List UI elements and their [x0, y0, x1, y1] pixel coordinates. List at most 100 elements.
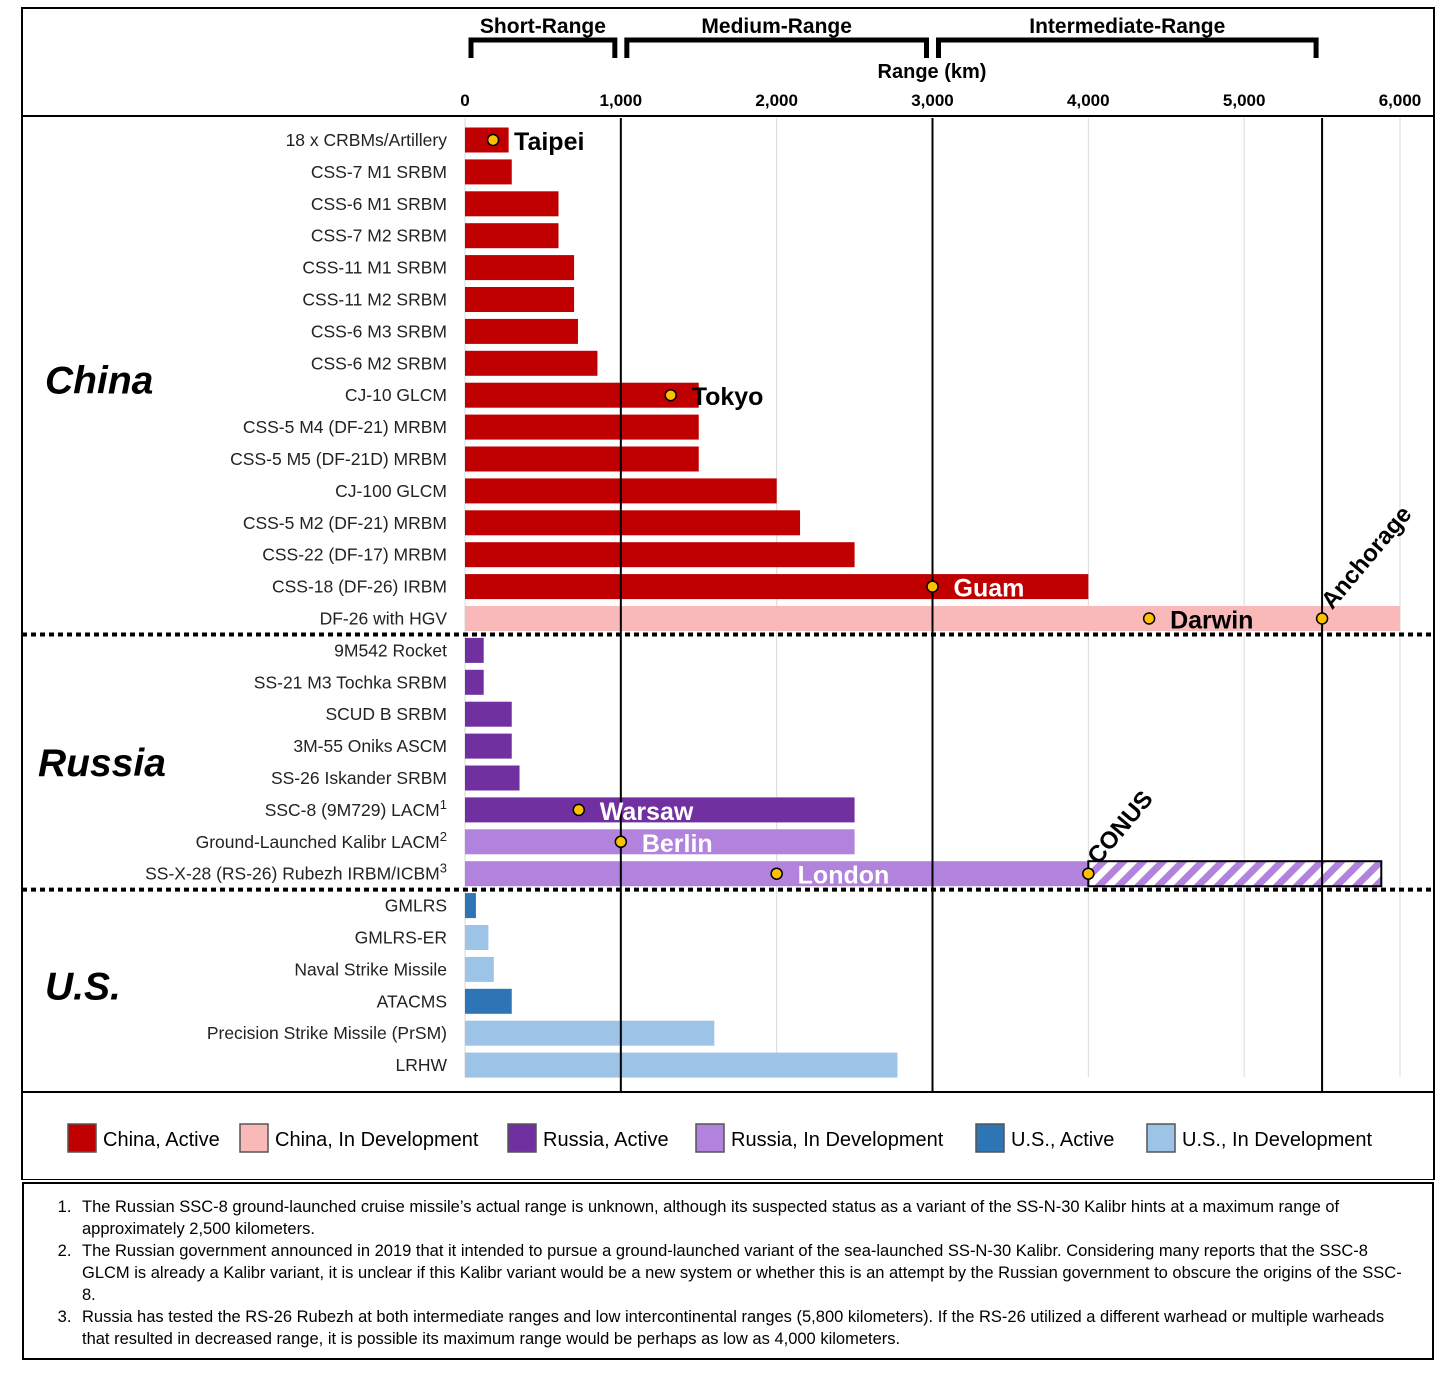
bar-label: CSS-6 M1 SRBM — [311, 194, 447, 214]
city-marker — [926, 580, 939, 593]
bar — [465, 733, 512, 759]
bar — [465, 829, 855, 855]
missile-range-chart: Short-Range Medium-Range Intermediate-Rang… — [21, 7, 1435, 1180]
bar-label: CSS-11 M2 SRBM — [302, 290, 447, 310]
bar — [465, 1020, 715, 1046]
bar — [465, 797, 855, 823]
bar-label: SS-21 M3 Tochka SRBM — [254, 672, 447, 692]
bar-label: CSS-5 M4 (DF-21) MRBM — [243, 417, 447, 437]
legend-label: China, Active — [103, 1129, 220, 1151]
bar-label: CSS-22 (DF-17) MRBM — [262, 545, 447, 565]
x-axis-title: Range (km) — [878, 61, 987, 83]
bar-label: CJ-100 GLCM — [335, 481, 447, 501]
bar-label: SS-X-28 (RS-26) Rubezh IRBM/ICBM3 — [145, 861, 447, 884]
bar-label: CSS-6 M3 SRBM — [311, 321, 447, 341]
city-label: Guam — [954, 575, 1025, 603]
bar — [465, 287, 575, 312]
bar — [465, 637, 484, 663]
bar-label: SS-26 Iskander SRBM — [271, 768, 447, 788]
group-label: Russia — [38, 742, 166, 785]
x-tick-label: 1,000 — [600, 91, 643, 110]
bar — [465, 1052, 898, 1078]
legend-swatch — [1146, 1123, 1176, 1153]
bar-label: CJ-10 GLCM — [345, 385, 447, 405]
bar-label: CSS-7 M1 SRBM — [311, 162, 447, 182]
bar-label: CSS-11 M1 SRBM — [302, 258, 447, 278]
city-label: CONUS — [1082, 786, 1158, 870]
bar-label: CSS-6 M2 SRBM — [311, 353, 447, 373]
bar — [465, 382, 699, 408]
range-band-bracket — [624, 37, 929, 58]
bar-label: Precision Strike Missile (PrSM) — [207, 1023, 447, 1043]
bar-extension — [1087, 860, 1383, 888]
x-tick-label: 5,000 — [1223, 91, 1266, 110]
footnote-2: The Russian government announced in 2019… — [76, 1240, 1412, 1306]
city-label: Tokyo — [692, 383, 764, 411]
footnotes: The Russian SSC-8 ground-launched cruise… — [22, 1182, 1434, 1360]
bar — [465, 669, 484, 695]
city-label: London — [798, 862, 890, 890]
city-marker — [770, 867, 783, 880]
legend-swatch — [239, 1123, 269, 1153]
bar — [465, 956, 494, 982]
bar-label: CSS-5 M5 (DF-21D) MRBM — [230, 449, 447, 469]
bar — [465, 893, 476, 919]
x-tick-label: 4,000 — [1067, 91, 1110, 110]
bar — [465, 574, 1089, 600]
bar — [465, 414, 699, 440]
city-label: Taipei — [514, 128, 584, 156]
x-tick-label: 3,000 — [911, 91, 954, 110]
bar — [465, 988, 512, 1014]
bar-label: GMLRS-ER — [355, 928, 447, 948]
legend-label: China, In Development — [275, 1129, 479, 1151]
legend-swatch — [507, 1123, 537, 1153]
bar — [465, 542, 855, 568]
bar — [465, 255, 575, 281]
legend-swatch — [695, 1123, 725, 1153]
bar — [465, 318, 578, 344]
range-band-bracket — [936, 37, 1319, 58]
range-band-label: Short-Range — [480, 15, 606, 38]
range-band-label: Intermediate-Range — [1029, 15, 1225, 38]
group-label: U.S. — [45, 965, 121, 1008]
footnote-ref: 3 — [440, 861, 447, 876]
footnote-3: Russia has tested the RS-26 Rubezh at bo… — [76, 1306, 1412, 1350]
city-marker — [486, 133, 500, 147]
city-marker — [1142, 612, 1156, 625]
city-marker — [572, 803, 586, 817]
footnote-ref: 2 — [440, 829, 447, 844]
city-label: Darwin — [1170, 607, 1253, 635]
city-label: Berlin — [642, 830, 713, 858]
bar-label: LRHW — [395, 1055, 447, 1075]
range-band-bracket — [468, 37, 618, 58]
bar — [465, 223, 559, 249]
bar — [465, 510, 801, 536]
bar-label: CSS-18 (DF-26) IRBM — [272, 577, 447, 597]
bar — [465, 701, 512, 727]
city-label: Anchorage — [1316, 501, 1417, 614]
city-marker — [1082, 867, 1095, 880]
legend-label: U.S., Active — [1011, 1129, 1114, 1151]
bar — [465, 765, 520, 791]
x-tick-label: 2,000 — [755, 91, 798, 110]
bar-label: CSS-5 M2 (DF-21) MRBM — [243, 513, 447, 533]
bar-label: 3M-55 Oniks ASCM — [293, 736, 447, 756]
legend-swatch — [67, 1123, 97, 1153]
bar-label: SSC-8 (9M729) LACM1 — [265, 797, 447, 820]
footnote-1: The Russian SSC-8 ground-launched cruise… — [76, 1196, 1412, 1240]
bar — [465, 446, 699, 472]
bar — [465, 350, 598, 376]
group-label: China — [45, 359, 153, 402]
city-label: Warsaw — [600, 798, 694, 826]
bar — [465, 191, 559, 217]
range-band-label: Medium-Range — [701, 15, 852, 38]
chart-frame — [21, 7, 1435, 1180]
bar-label: 9M542 Rocket — [334, 640, 447, 660]
x-tick-label: 0 — [460, 91, 469, 110]
bar-label: 18 x CRBMs/Artillery — [286, 130, 448, 150]
bar-label: Naval Strike Missile — [294, 959, 447, 979]
legend-label: U.S., In Development — [1182, 1129, 1373, 1151]
bar-label: Ground-Launched Kalibr LACM2 — [196, 829, 447, 852]
city-marker — [664, 388, 677, 402]
bar-label: ATACMS — [377, 991, 447, 1011]
